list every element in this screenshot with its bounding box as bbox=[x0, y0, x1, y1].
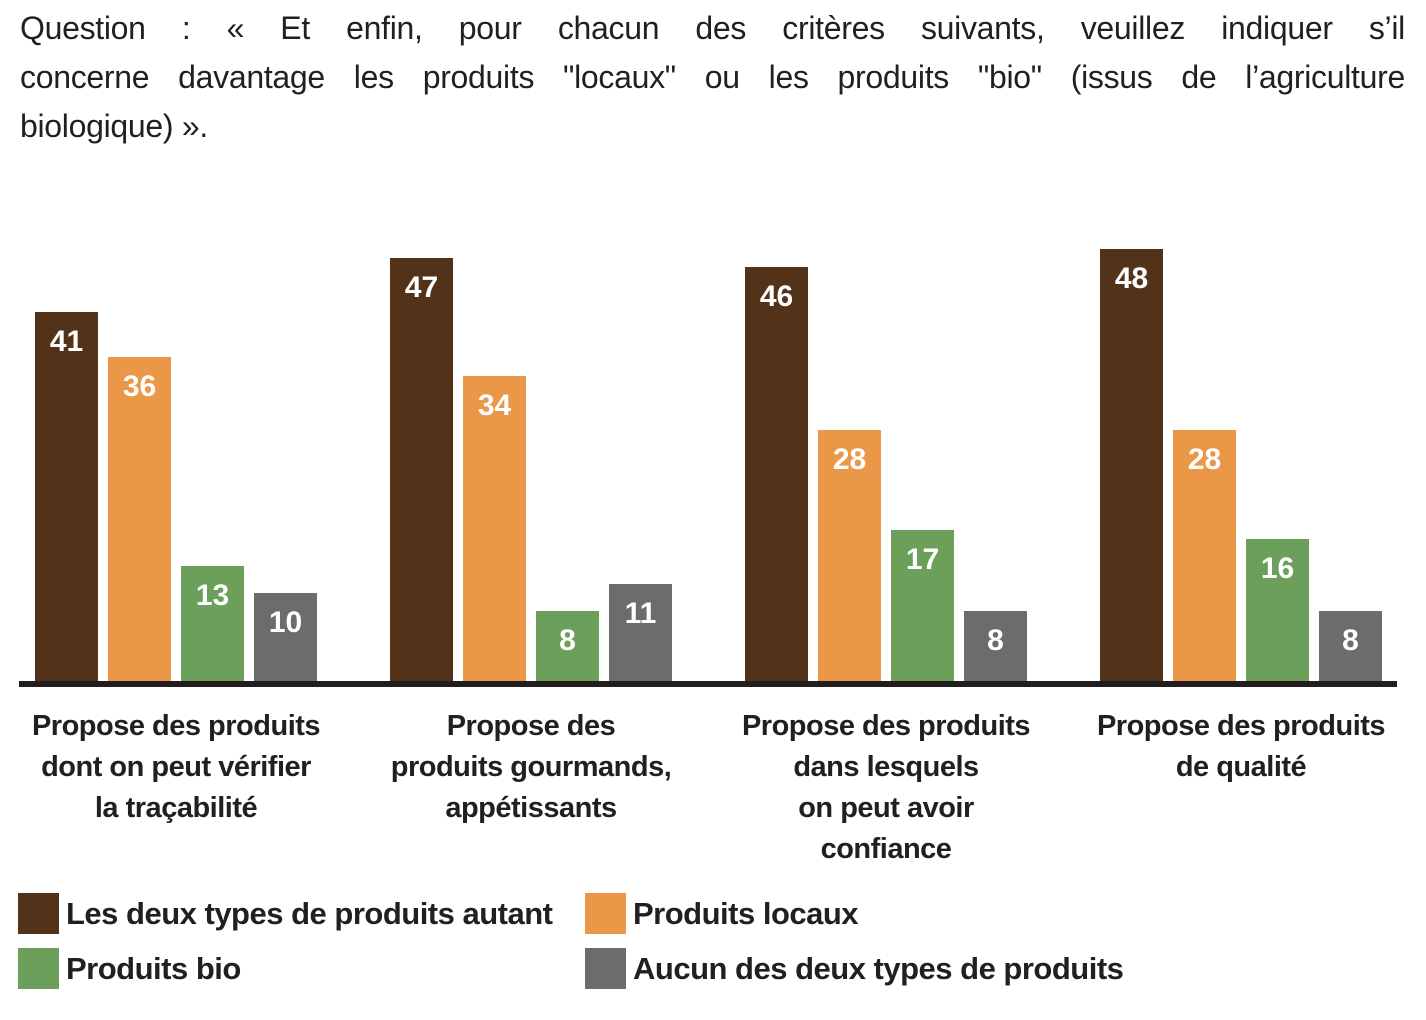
bar-group-2: 47 34 8 11 bbox=[390, 245, 672, 684]
bar-produits-locaux: 34 bbox=[463, 376, 526, 684]
bar-value-label: 8 bbox=[559, 624, 576, 657]
legend-label: Produits bio bbox=[66, 950, 241, 986]
plot-area: 41 36 13 10 47 34 8 11 46 28 17 8 48 28 16 8 bbox=[19, 245, 1397, 684]
bar-les-deux-types-de-produits-autant: 46 bbox=[745, 267, 808, 684]
bar-value-label: 28 bbox=[1187, 443, 1222, 476]
category-label-4: Propose des produits de qualité bbox=[1096, 710, 1386, 783]
bar-value-label: 16 bbox=[1260, 552, 1295, 585]
legend-item-produits-locaux: Produits locaux bbox=[585, 893, 859, 934]
bar-value-label: 13 bbox=[195, 579, 230, 612]
bar-value-label: 47 bbox=[404, 271, 439, 304]
bar-aucun-des-deux-types-de-produits: 8 bbox=[1319, 611, 1382, 684]
question-line-1: Question : « Et enfin, pour chacun des c… bbox=[20, 10, 1405, 46]
bar-produits-locaux: 28 bbox=[1173, 430, 1236, 684]
bar-produits-locaux: 28 bbox=[818, 430, 881, 684]
bar-les-deux-types-de-produits-autant: 41 bbox=[35, 312, 98, 684]
legend-label: Produits locaux bbox=[633, 895, 859, 931]
bar-produits-bio: 13 bbox=[181, 566, 244, 684]
legend-item-aucun-des-deux-types-de-produits: Aucun des deux types de produits bbox=[585, 948, 1124, 989]
bar-les-deux-types-de-produits-autant: 48 bbox=[1100, 249, 1163, 684]
bar-value-label: 34 bbox=[477, 389, 512, 422]
category-label-2: Propose des produits gourmands, appétiss… bbox=[390, 710, 672, 824]
legend-item-produits-bio: Produits bio bbox=[18, 948, 241, 989]
bar-value-label: 10 bbox=[268, 606, 303, 639]
legend-swatch-produits-locaux bbox=[585, 893, 626, 934]
legend-label: Aucun des deux types de produits bbox=[633, 950, 1124, 986]
bar-les-deux-types-de-produits-autant: 47 bbox=[390, 258, 453, 684]
legend-swatch-aucun-des-deux-types-de-produits bbox=[585, 948, 626, 989]
legend-label: Les deux types de produits autant bbox=[66, 895, 553, 931]
bar-value-label: 8 bbox=[987, 624, 1004, 657]
category-label-3: Propose des produits dans lesquels on pe… bbox=[741, 710, 1031, 865]
legend-swatch-les-deux-types-de-produits-autant bbox=[18, 893, 59, 934]
legend-item-les-deux-types-de-produits-autant: Les deux types de produits autant bbox=[18, 893, 553, 934]
bar-value-label: 41 bbox=[49, 325, 84, 358]
bar-group-3: 46 28 17 8 bbox=[745, 245, 1027, 684]
category-label-1: Propose des produits dont on peut vérifi… bbox=[31, 710, 321, 824]
bar-aucun-des-deux-types-de-produits: 8 bbox=[964, 611, 1027, 684]
bar-value-label: 11 bbox=[624, 597, 657, 630]
bar-value-label: 48 bbox=[1114, 262, 1149, 295]
bar-value-label: 8 bbox=[1342, 624, 1359, 657]
bar-group-1: 41 36 13 10 bbox=[35, 245, 317, 684]
bar-produits-bio: 8 bbox=[536, 611, 599, 684]
bar-value-label: 17 bbox=[905, 543, 940, 576]
bar-produits-bio: 17 bbox=[891, 530, 954, 684]
bar-value-label: 36 bbox=[122, 370, 157, 403]
bar-aucun-des-deux-types-de-produits: 10 bbox=[254, 593, 317, 684]
bar-aucun-des-deux-types-de-produits: 11 bbox=[609, 584, 672, 684]
bar-produits-bio: 16 bbox=[1246, 539, 1309, 684]
question-line-2: concerne davantage les produits "locaux"… bbox=[20, 59, 1405, 95]
bar-group-4: 48 28 16 8 bbox=[1100, 245, 1382, 684]
question-line-3: biologique) ». bbox=[20, 108, 208, 144]
bar-produits-locaux: 36 bbox=[108, 357, 171, 684]
legend-swatch-produits-bio bbox=[18, 948, 59, 989]
bar-value-label: 28 bbox=[832, 443, 867, 476]
x-axis-line bbox=[19, 681, 1397, 687]
question-text: Question : « Et enfin, pour chacun des c… bbox=[20, 4, 1405, 151]
bar-value-label: 46 bbox=[759, 280, 794, 313]
